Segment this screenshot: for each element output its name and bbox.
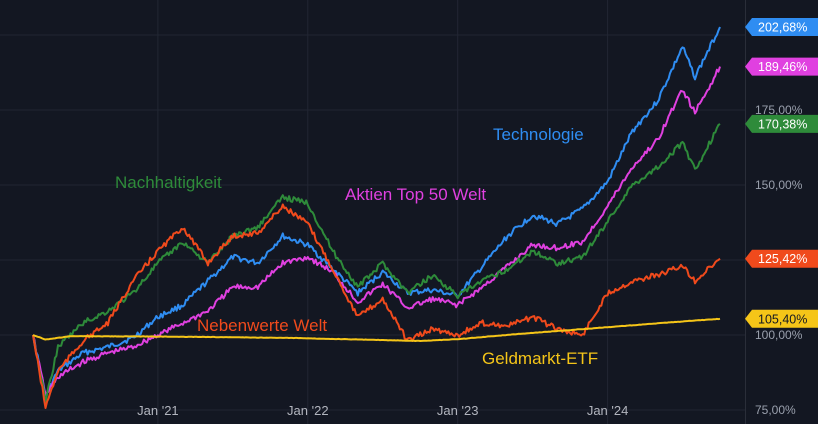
x-axis-ticks: Jan '21 Jan '22 Jan '23 Jan '24: [137, 403, 628, 418]
badge-value: 170,38%: [758, 117, 807, 131]
series-label-nachhaltigkeit: Nachhaltigkeit: [115, 173, 222, 192]
last-value-badge: 189,46%: [745, 57, 818, 76]
y-tick-label: 75,00%: [755, 403, 796, 417]
series-lines: [32, 26, 721, 409]
x-tick-label: Jan '23: [437, 403, 479, 418]
badge-value: 105,40%: [758, 312, 807, 326]
badge-value: 202,68%: [758, 20, 807, 34]
last-value-badges: 202,68% 189,46% 170,38% 125,42% 105,40%: [745, 17, 818, 328]
series-line-aktien-top-50-welt: [32, 66, 721, 395]
y-tick-label: 175,00%: [755, 103, 803, 117]
series-label-aktien-top-50-welt: Aktien Top 50 Welt: [345, 185, 486, 204]
series-line-technologie: [32, 26, 721, 396]
series-line-nebenwerte-welt: [32, 203, 721, 409]
badge-shape: [745, 249, 818, 268]
badge-shape: [745, 57, 818, 76]
series-label-nebenwerte-welt: Nebenwerte Welt: [197, 316, 327, 335]
badge-value: 125,42%: [758, 252, 807, 266]
last-value-badge: 105,40%: [745, 309, 818, 328]
badge-shape: [745, 17, 818, 36]
y-tick-label: 100,00%: [755, 328, 803, 342]
series-line-nachhaltigkeit: [32, 123, 721, 405]
last-value-badge: 170,38%: [745, 114, 818, 133]
series-label-technologie: Technologie: [493, 125, 584, 144]
last-value-badge: 202,68%: [745, 17, 818, 36]
series-line-geldmarkt-etf: [32, 317, 721, 342]
series-label-geldmarkt-etf: Geldmarkt-ETF: [482, 349, 598, 368]
badge-shape: [745, 114, 818, 133]
badge-shape: [745, 309, 818, 328]
last-value-badge: 125,42%: [745, 249, 818, 268]
grid-lines: [0, 0, 745, 424]
x-tick-label: Jan '21: [137, 403, 179, 418]
x-tick-label: Jan '22: [287, 403, 329, 418]
badge-value: 189,46%: [758, 60, 807, 74]
x-tick-label: Jan '24: [587, 403, 629, 418]
y-tick-label: 150,00%: [755, 178, 803, 192]
y-axis-ticks: 75,00% 100,00% 150,00% 175,00%: [755, 103, 803, 417]
